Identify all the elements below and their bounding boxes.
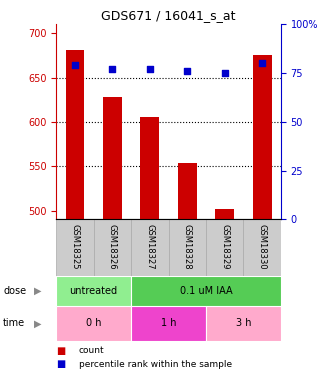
Text: ▶: ▶ — [34, 286, 41, 296]
Text: 0.1 uM IAA: 0.1 uM IAA — [180, 286, 232, 296]
Text: count: count — [79, 346, 104, 355]
Bar — [206, 306, 281, 341]
Bar — [178, 163, 196, 219]
Point — [185, 68, 190, 74]
Bar — [103, 97, 122, 219]
Text: 0 h: 0 h — [86, 318, 101, 328]
Bar — [141, 117, 159, 219]
Text: percentile rank within the sample: percentile rank within the sample — [79, 360, 232, 369]
Point — [260, 60, 265, 66]
Bar — [131, 219, 169, 276]
Text: 3 h: 3 h — [236, 318, 251, 328]
Text: ▶: ▶ — [34, 318, 41, 328]
Text: 1 h: 1 h — [161, 318, 176, 328]
Bar — [253, 54, 272, 219]
Text: GSM18325: GSM18325 — [70, 224, 79, 269]
Text: dose: dose — [3, 286, 26, 296]
Bar — [206, 219, 243, 276]
Text: GSM18330: GSM18330 — [258, 224, 267, 269]
Bar — [56, 276, 131, 306]
Text: time: time — [3, 318, 25, 328]
Point — [147, 66, 152, 72]
Title: GDS671 / 16041_s_at: GDS671 / 16041_s_at — [101, 9, 236, 22]
Text: ■: ■ — [56, 346, 65, 355]
Bar — [131, 306, 206, 341]
Bar — [56, 306, 131, 341]
Bar — [243, 219, 281, 276]
Text: untreated: untreated — [70, 286, 118, 296]
Point — [72, 62, 77, 68]
Text: GSM18326: GSM18326 — [108, 224, 117, 269]
Bar — [56, 219, 94, 276]
Bar — [94, 219, 131, 276]
Bar — [65, 50, 84, 219]
Text: GSM18329: GSM18329 — [220, 224, 229, 269]
Bar — [169, 219, 206, 276]
Point — [110, 66, 115, 72]
Bar — [215, 209, 234, 219]
Point — [222, 70, 227, 76]
Text: ■: ■ — [56, 360, 65, 369]
Text: GSM18328: GSM18328 — [183, 224, 192, 269]
Bar — [131, 276, 281, 306]
Text: GSM18327: GSM18327 — [145, 224, 154, 269]
